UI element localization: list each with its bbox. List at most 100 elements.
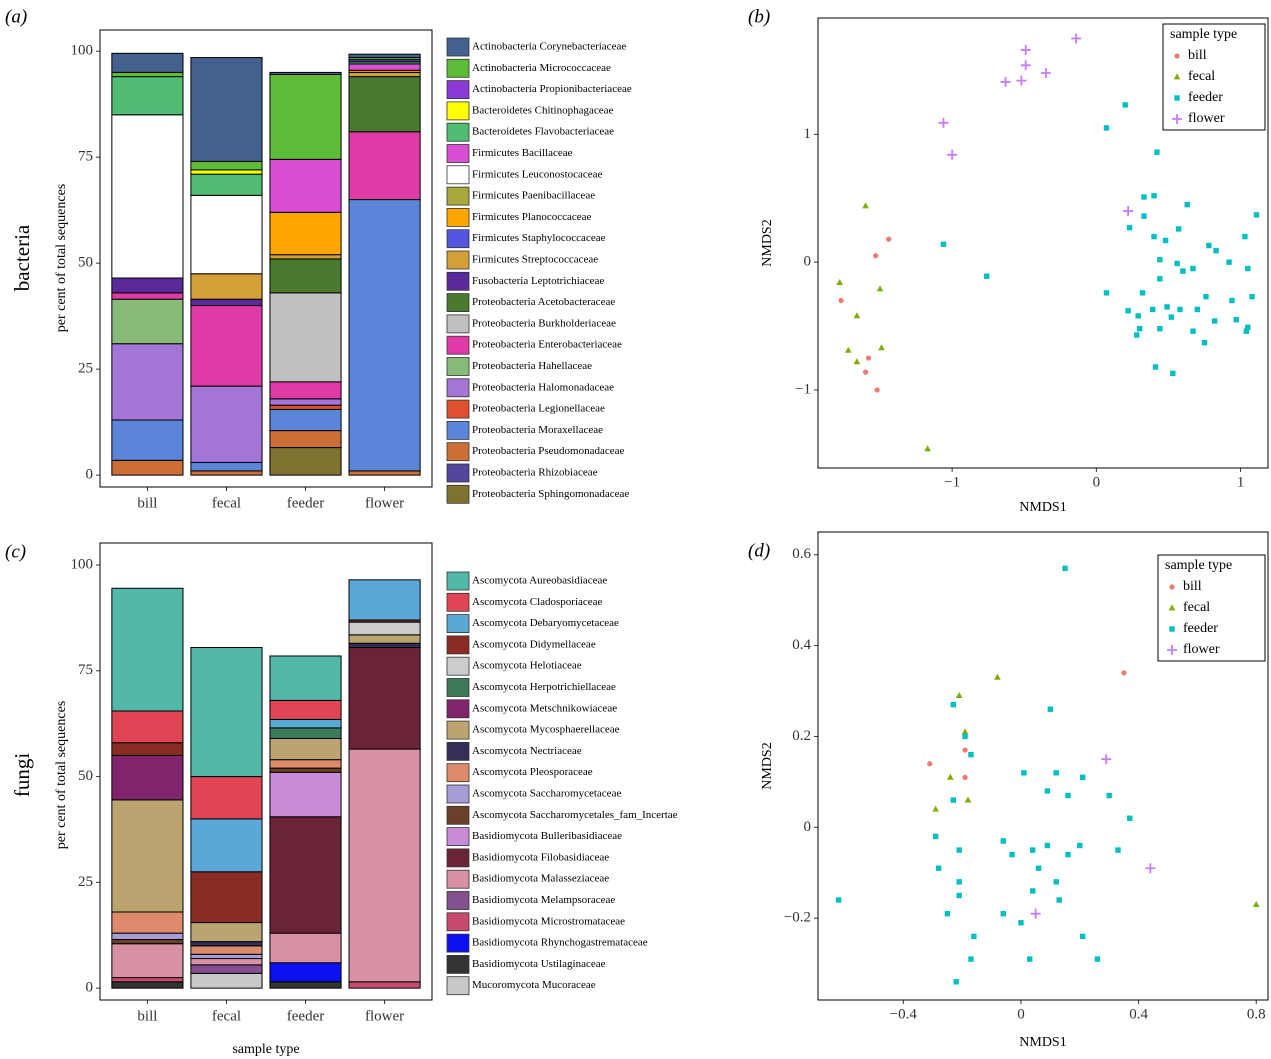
point: [1177, 306, 1183, 313]
legend-swatch: [446, 314, 470, 334]
bar-segment: [269, 718, 342, 729]
legend-swatch: [446, 848, 470, 868]
legend-title: sample type: [1165, 558, 1232, 573]
point: [1174, 53, 1180, 59]
x-tick-label: 0.4: [1129, 1006, 1148, 1022]
point: [1123, 206, 1134, 217]
bar-segment: [269, 258, 342, 294]
point: [853, 358, 861, 365]
y-tick-label: 25: [78, 361, 93, 377]
point: [1174, 95, 1180, 101]
bar-segment: [111, 459, 184, 476]
legend-label: Actinobacteria Corynebacteriaceae: [472, 41, 626, 53]
point: [1157, 276, 1163, 282]
bar-segment: [190, 945, 263, 955]
y-axis-label: per cent of total sequences: [54, 701, 69, 850]
bar-segment: [269, 71, 342, 76]
y-tick-label: 0: [86, 467, 94, 483]
legend-label: Fusobacteria Leptotrichiaceae: [472, 275, 604, 287]
x-tick-label: −1: [944, 474, 960, 490]
legend-swatch: [446, 933, 470, 953]
legend-label: Ascomycota Saccharomycetaceae: [472, 788, 621, 800]
bar-segment: [269, 211, 342, 256]
point: [1000, 838, 1006, 844]
point: [1190, 265, 1196, 272]
bar-segment: [269, 381, 342, 400]
point: [1000, 76, 1011, 87]
legend-swatch: [446, 763, 470, 783]
legend-box: [1157, 554, 1266, 662]
point: [886, 236, 892, 242]
bar-segment: [111, 911, 184, 934]
bar-segment: [111, 52, 184, 73]
legend-label: Firmicutes Staphylococcaceae: [472, 232, 606, 244]
point: [1035, 865, 1042, 871]
legend-label: Ascomycota Helotiaceae: [472, 660, 582, 672]
legend-label: Bacteroidetes Chitinophagaceae: [472, 104, 614, 116]
y-tick-label: −1: [795, 381, 811, 397]
point: [927, 761, 933, 767]
point: [947, 149, 958, 160]
legend-label: Actinobacteria Micrococcaceae: [472, 62, 611, 74]
point: [1018, 920, 1024, 926]
legend-swatch: [446, 122, 470, 142]
bar-segment: [111, 977, 184, 983]
point: [950, 701, 956, 708]
bar-segment: [190, 298, 263, 307]
legend-label: fecal: [1188, 69, 1215, 84]
point: [1245, 324, 1251, 331]
y-tick-label: 1: [804, 126, 812, 142]
bar-segment: [348, 53, 421, 59]
bar-segment: [190, 871, 263, 924]
x-tick-label: flower: [365, 1008, 404, 1024]
point: [1233, 317, 1239, 323]
x-axis-label: NMDS1: [1019, 500, 1066, 515]
point: [1211, 318, 1218, 324]
legend-label: Ascomycota Mycosphaerellaceae: [472, 724, 620, 736]
point: [876, 285, 884, 292]
x-tick-label: 0: [1093, 474, 1101, 490]
legend-label: Firmicutes Paenibacillaceae: [472, 190, 595, 202]
panel-label: (b): [748, 6, 770, 27]
legend-label: Ascomycota Cladosporiaceae: [472, 596, 603, 608]
legend-swatch: [446, 827, 470, 846]
point: [1134, 332, 1140, 338]
legend-swatch: [446, 976, 470, 996]
bar-segment: [269, 767, 342, 773]
x-tick-label: 1: [1237, 474, 1245, 490]
legend-label: feeder: [1183, 621, 1218, 636]
bar-segment: [111, 742, 184, 756]
point: [962, 747, 968, 753]
bar-segment: [111, 943, 184, 979]
legend-label: Firmicutes Planococcaceae: [472, 211, 592, 223]
y-axis-label: NMDS2: [760, 742, 775, 789]
bar-segment: [111, 419, 184, 461]
x-tick-label: flower: [365, 495, 404, 511]
legend-swatch: [446, 891, 470, 910]
point: [1167, 645, 1177, 655]
bar-segment: [190, 194, 263, 275]
point: [1062, 565, 1068, 572]
legend-label: Ascomycota Debaryomycetaceae: [472, 617, 619, 629]
legend-label: Proteobacteria Enterobacteriaceae: [472, 339, 622, 351]
point: [968, 751, 974, 758]
point: [1141, 213, 1147, 219]
point: [932, 805, 939, 812]
x-axis-label: NMDS1: [1019, 1035, 1066, 1050]
legend-swatch: [446, 293, 470, 313]
legend-label: Basidiomycota Filobasidiaceae: [472, 851, 609, 863]
bar-segment: [190, 57, 263, 162]
bar-segment: [269, 74, 342, 160]
legend-label: Proteobacteria Sphingomonadaceae: [472, 488, 629, 500]
y-tick-label: 0: [86, 980, 94, 996]
bar-segment: [111, 799, 184, 913]
bar-segment: [190, 964, 263, 974]
point: [1020, 44, 1031, 55]
point: [1027, 956, 1033, 962]
point: [935, 865, 942, 871]
point: [984, 273, 990, 279]
legend-label: Proteobacteria Halomonadaceae: [472, 381, 614, 393]
point: [1145, 863, 1156, 874]
bar-segment: [111, 587, 184, 712]
point: [1154, 149, 1160, 155]
